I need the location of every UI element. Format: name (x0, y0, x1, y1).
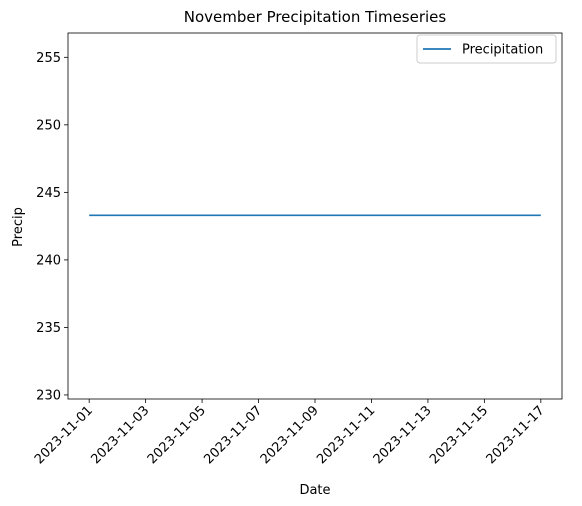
x-tick-label: 2023-11-13 (371, 403, 435, 467)
legend-box (416, 34, 557, 64)
y-tick-label: 250 (36, 118, 61, 133)
x-tick-label: 2023-11-11 (314, 403, 378, 467)
x-tick-label: 2023-11-05 (145, 403, 209, 467)
x-tick-label: 2023-11-07 (201, 403, 265, 467)
x-tick-label: 2023-11-09 (258, 403, 322, 467)
y-axis-title: Precip (11, 207, 26, 247)
legend: Precipitation (416, 34, 557, 64)
legend-label-precipitation: Precipitation (462, 43, 543, 58)
y-tick-label: 240 (36, 253, 61, 268)
chart-title: November Precipitation Timeseries (184, 8, 447, 26)
y-tick-label: 255 (36, 51, 61, 66)
x-tick-label: 2023-11-03 (88, 403, 152, 467)
x-tick-label: 2023-11-15 (427, 403, 491, 467)
plot-area: 2302352402452502552023-11-012023-11-0320… (32, 32, 563, 467)
x-tick-label: 2023-11-17 (484, 403, 548, 467)
x-axis-title: Date (299, 483, 330, 498)
y-tick-label: 230 (36, 388, 61, 403)
y-tick-label: 245 (36, 186, 61, 201)
y-tick-label: 235 (36, 321, 61, 336)
axes-frame (67, 32, 563, 400)
x-tick-label: 2023-11-01 (32, 403, 96, 467)
